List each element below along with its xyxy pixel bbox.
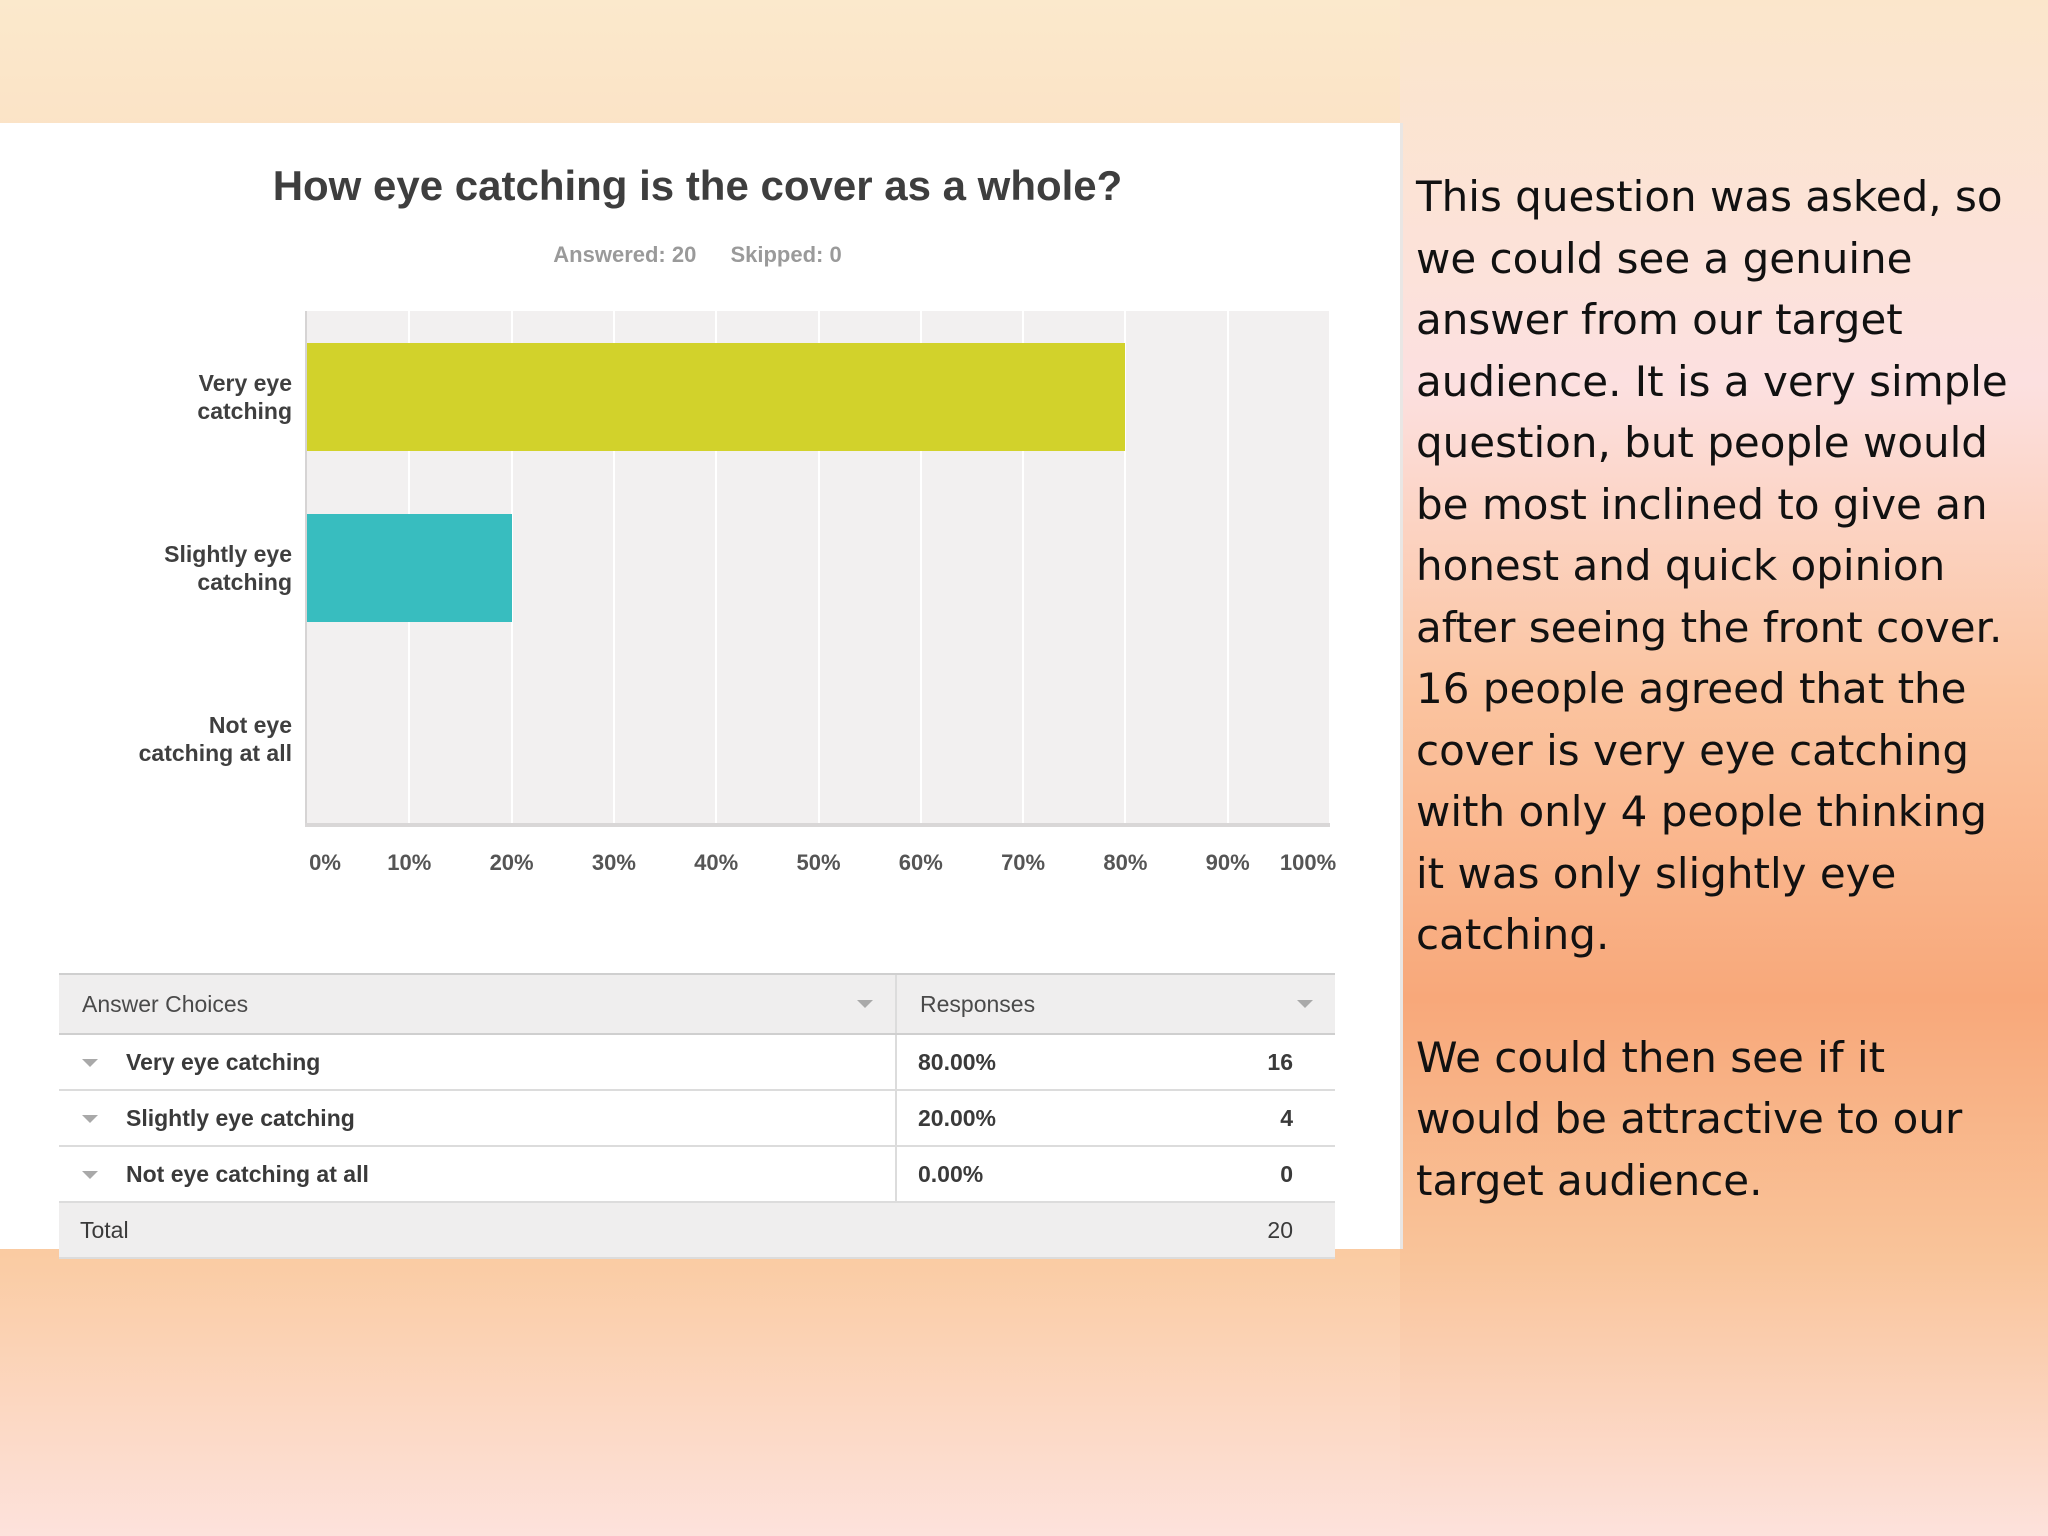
x-tick-label: 50% — [796, 850, 841, 875]
expand-chevron-down-icon[interactable] — [82, 1059, 98, 1068]
x-tick-label: 90% — [1205, 850, 1250, 875]
category-label-line: Slightly eye — [164, 541, 292, 567]
response-count: 4 — [1173, 1090, 1335, 1147]
response-percent: 20.00% — [895, 1090, 1173, 1147]
response-count: 16 — [1173, 1034, 1335, 1091]
header-answer-choices[interactable]: Answer Choices — [59, 973, 896, 1035]
x-tick-label: 10% — [387, 850, 432, 875]
table-row: Very eye catching 80.00% 16 — [59, 1034, 1335, 1091]
chart-meta: Answered: 20 Skipped: 0 — [0, 242, 1395, 268]
skipped-count: Skipped: 0 — [730, 242, 842, 267]
category-label-line: catching — [197, 569, 292, 595]
description-paragraph-1: This question was asked, so we could see… — [1416, 172, 2008, 959]
x-tick-label: 30% — [591, 850, 636, 875]
x-tick-label: 40% — [694, 850, 739, 875]
total-row: Total 20 — [59, 1202, 1335, 1259]
answer-choice: Not eye catching at all — [126, 1160, 369, 1187]
sort-chevron-down-icon[interactable] — [1297, 999, 1313, 1008]
header-responses-label: Responses — [920, 990, 1036, 1017]
category-label-line: Not eye — [208, 712, 292, 739]
x-tick-label: 100% — [1279, 850, 1337, 875]
gridline — [817, 311, 820, 825]
header-responses[interactable]: Responses — [895, 973, 1335, 1035]
category-label-line: catching at all — [138, 740, 292, 767]
total-label: Total — [59, 1202, 896, 1259]
x-tick-label: 80% — [1103, 850, 1148, 875]
plot-area — [307, 311, 1331, 825]
slide-background-right — [1400, 0, 2048, 1536]
bar-1 — [307, 342, 1126, 451]
category-label-line: Very eye — [198, 369, 292, 396]
table-row: Slightly eye catching 20.00% 4 — [59, 1090, 1335, 1147]
x-tick-label: 0% — [309, 850, 341, 875]
gridline — [715, 311, 718, 825]
answer-table: Answer Choices Responses Very eye catchi… — [59, 973, 1335, 1259]
bar-2 — [307, 514, 512, 622]
description-text: This question was asked, so we could see… — [1416, 166, 2016, 1211]
x-axis — [305, 823, 1330, 827]
gridline — [612, 311, 615, 825]
gridline — [919, 311, 922, 825]
total-count: 20 — [1173, 1202, 1335, 1259]
sort-chevron-down-icon[interactable] — [857, 999, 873, 1008]
expand-chevron-down-icon[interactable] — [82, 1115, 98, 1124]
description-paragraph-2: We could then see if it would be attract… — [1416, 1032, 1963, 1205]
category-label: Very eye catching — [100, 369, 292, 425]
category-label: Slightly eye catching — [100, 540, 292, 596]
answer-choice: Very eye catching — [126, 1048, 321, 1075]
expand-chevron-down-icon[interactable] — [82, 1171, 98, 1180]
gridline — [1022, 311, 1025, 825]
answer-choice: Slightly eye catching — [126, 1104, 355, 1131]
gridline — [1124, 311, 1127, 825]
header-answer-choices-label: Answer Choices — [82, 990, 249, 1017]
gridline — [1226, 311, 1229, 825]
response-percent: 80.00% — [895, 1034, 1173, 1091]
y-axis — [305, 311, 307, 827]
response-count: 0 — [1173, 1146, 1335, 1203]
category-label: Not eye catching at all — [100, 711, 292, 767]
chart-title: How eye catching is the cover as a whole… — [272, 162, 1123, 209]
x-tick-label: 70% — [1001, 850, 1046, 875]
category-label-line: catching — [197, 397, 292, 424]
x-tick-label: 60% — [898, 850, 943, 875]
response-percent: 0.00% — [895, 1146, 1173, 1203]
answered-count: Answered: 20 — [553, 242, 697, 267]
gridline — [510, 311, 513, 825]
table-row: Not eye catching at all 0.00% 0 — [59, 1146, 1335, 1203]
gridline — [1329, 311, 1331, 825]
x-tick-label: 20% — [489, 850, 534, 875]
